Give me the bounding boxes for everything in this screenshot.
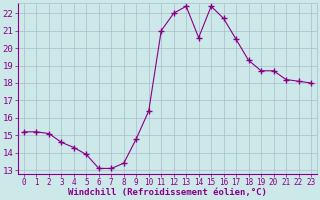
X-axis label: Windchill (Refroidissement éolien,°C): Windchill (Refroidissement éolien,°C) <box>68 188 267 197</box>
